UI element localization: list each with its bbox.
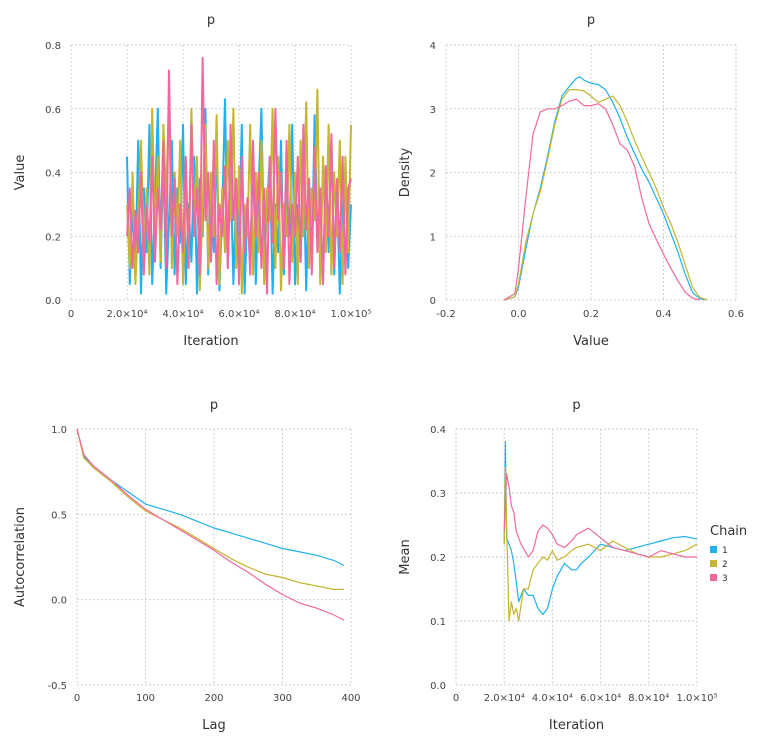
trace-y-tick-label: 0.4 — [45, 169, 61, 180]
trace-plot: 0 2.0×10⁴ 4.0×10⁴ 6.0×10⁴ 8.0×10⁴ 1.0×10⁵ 0.0 0… — [13, 13, 372, 349]
autocorrelation-x-tick-label: 0 — [74, 693, 80, 704]
trace-x-tick-label: 4.0×10⁴ — [162, 309, 203, 320]
density-title: p — [587, 13, 595, 28]
legend-swatch-chain-1 — [710, 546, 717, 553]
autocorrelation-x-axis-label: Lag — [202, 718, 225, 733]
mean-x-tick-label: 6.0×10⁴ — [580, 693, 621, 704]
mean-series-chain-1 — [503, 441, 698, 616]
autocorrelation-y-tick-label: 1.0 — [51, 425, 67, 436]
trace-y-axis-label: Value — [13, 155, 28, 191]
trace-title: p — [207, 13, 215, 28]
autocorrelation-x-tick-label: 100 — [136, 693, 155, 704]
trace-x-tick-label: 0 — [68, 309, 74, 320]
density-x-tick-label: 0.6 — [728, 309, 744, 320]
mean-x-tick-label: 8.0×10⁴ — [628, 693, 669, 704]
legend-swatch-chain-3 — [710, 574, 717, 581]
mean-x-tick-label: 2.0×10⁴ — [484, 693, 525, 704]
mean-x-tick-label: 0 — [453, 693, 459, 704]
density-y-tick-label: 3 — [430, 105, 436, 116]
trace-series-chain-3 — [126, 56, 352, 295]
autocorrelation-series-chain-3 — [76, 428, 345, 621]
autocorrelation-y-tick-label: 0.5 — [51, 510, 67, 521]
autocorrelation-series-chain-2 — [76, 428, 345, 591]
mean-y-tick-label: 0.1 — [430, 617, 446, 628]
legend-label-chain-2: 2 — [722, 560, 728, 570]
mean-y-tick-label: 0.2 — [430, 553, 446, 564]
autocorrelation-series-chain-1 — [76, 428, 345, 567]
density-y-tick-label: 4 — [430, 41, 436, 52]
mean-x-axis-label: Iteration — [549, 718, 604, 733]
autocorrelation-y-axis-label: Autocorrelation — [13, 507, 28, 607]
mean-y-tick-label: 0.3 — [430, 489, 446, 500]
trace-x-axis-label: Iteration — [183, 334, 238, 349]
legend: Chain 1 2 3 — [710, 524, 747, 584]
legend-swatch-chain-2 — [710, 560, 717, 567]
autocorrelation-x-tick-label: 200 — [204, 693, 223, 704]
density-x-tick-label: 0.4 — [656, 309, 672, 320]
legend-label-chain-3: 3 — [722, 574, 728, 584]
mean-x-tick-label: 4.0×10⁴ — [532, 693, 573, 704]
density-series-chain-2 — [503, 88, 708, 301]
trace-y-tick-label: 0.2 — [45, 232, 61, 243]
density-y-tick-label: 0 — [430, 296, 436, 307]
autocorrelation-x-tick-label: 400 — [341, 693, 360, 704]
trace-y-tick-label: 0.6 — [45, 105, 61, 116]
mean-plot: 0 2.0×10⁴ 4.0×10⁴ 6.0×10⁴ 8.0×10⁴ 1.0×10⁵ 0.0 0… — [398, 398, 718, 733]
density-series-chain-3 — [503, 98, 700, 301]
mean-y-tick-label: 0.0 — [430, 681, 446, 692]
autocorrelation-y-tick-label: -0.5 — [47, 681, 67, 692]
density-x-tick-label: 0.2 — [583, 309, 599, 320]
mean-title: p — [572, 398, 580, 413]
trace-y-tick-label: 0.0 — [45, 296, 61, 307]
autocorrelation-x-tick-label: 300 — [273, 693, 292, 704]
autocorrelation-plot: 0 100 200 300 400 -0.5 0.0 0.5 1.0 p Lag Autocorrel… — [13, 398, 361, 733]
trace-x-tick-label: 6.0×10⁴ — [218, 309, 259, 320]
mean-x-tick-label: 1.0×10⁵ — [676, 693, 717, 704]
density-series-chain-1 — [503, 76, 708, 301]
mean-series-chain-3 — [503, 473, 697, 558]
trace-x-tick-label: 1.0×10⁵ — [330, 309, 371, 320]
density-x-tick-label: -0.2 — [436, 309, 456, 320]
mean-y-tick-label: 0.4 — [430, 425, 446, 436]
trace-x-tick-label: 2.0×10⁴ — [106, 309, 147, 320]
legend-label-chain-1: 1 — [722, 546, 728, 556]
autocorrelation-title: p — [210, 398, 218, 413]
autocorrelation-y-tick-label: 0.0 — [51, 596, 67, 607]
trace-x-tick-label: 8.0×10⁴ — [274, 309, 315, 320]
legend-title: Chain — [710, 524, 747, 539]
mean-y-axis-label: Mean — [398, 539, 413, 574]
trace-y-tick-label: 0.8 — [45, 41, 61, 52]
density-x-tick-label: 0.0 — [511, 309, 527, 320]
density-y-tick-label: 2 — [430, 169, 436, 180]
density-x-axis-label: Value — [573, 334, 609, 349]
density-y-tick-label: 1 — [430, 232, 436, 243]
density-y-axis-label: Density — [398, 147, 413, 197]
density-plot: -0.2 0.0 0.2 0.4 0.6 0 1 2 3 4 p Value Density — [398, 13, 744, 349]
